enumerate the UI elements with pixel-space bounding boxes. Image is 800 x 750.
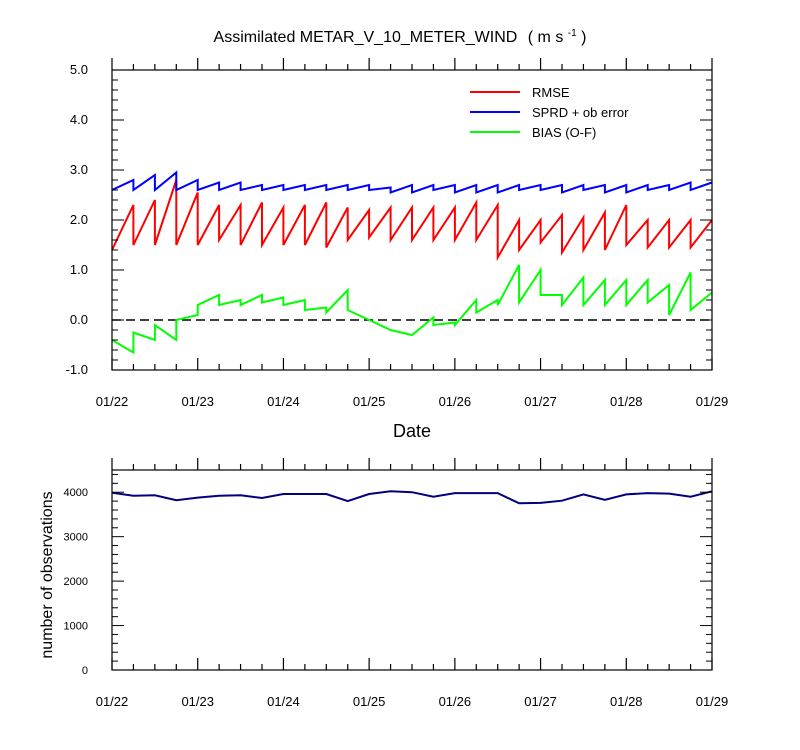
series-line-sprd-ob-error [111,170,713,194]
x-tick-label: 01/29 [696,694,729,709]
y-tick-label: 4.0 [70,112,88,127]
y-tick-label: -1.0 [66,362,88,377]
legend-label: BIAS (O-F) [532,125,596,140]
legend: RMSE SPRD + ob error BIAS (O-F) [470,85,629,140]
chart-title: Assimilated METAR_V_10_METER_WIND ( m s … [214,23,587,46]
y-tick-label: 5.0 [70,62,88,77]
x-tick-label: 01/26 [439,394,472,409]
x-tick-label: 01/23 [181,394,214,409]
series-line-number-of-observations [111,490,713,505]
x-tick-label: 01/25 [353,394,386,409]
observations-plot-tick-labels: 01/22 01/23 01/24 01/25 01/26 01/27 01/28 01/29… [64,487,729,709]
y-tick-label: 3.0 [70,162,88,177]
main-plot-marks [111,170,713,355]
x-tick-label: 01/28 [610,394,643,409]
chart-title-units: ( m s [528,29,564,46]
observations-plot-ticks [111,458,713,671]
y-tick-label: 3000 [64,532,88,544]
y-tick-label: 1.0 [70,262,88,277]
observations-plot-frame [111,469,713,671]
x-tick-label: 01/26 [439,694,472,709]
x-tick-label: 01/22 [96,694,129,709]
y-tick-label: 0 [82,665,88,677]
x-tick-label: 01/27 [524,694,557,709]
chart-title-units-end: ) [581,29,586,46]
chart-title-units-exponent: -1 [568,28,577,39]
x-tick-label: 01/29 [696,394,729,409]
x-tick-label: 01/28 [610,694,643,709]
x-tick-label: 01/24 [267,394,300,409]
y-tick-label: 1000 [64,621,88,633]
observations-plot: 01/22 01/23 01/24 01/25 01/26 01/27 01/28 01/29… [64,458,729,709]
chart-title-main: Assimilated METAR_V_10_METER_WIND [214,29,518,46]
observations-plot-marks [111,490,713,505]
y-axis-label-observations: number of observations [39,491,56,658]
series-line-rmse [111,179,713,262]
series-line-bias-o-f [111,264,713,355]
legend-label: SPRD + ob error [532,105,629,120]
y-tick-label: 2000 [64,576,88,588]
y-tick-label: 2.0 [70,212,88,227]
legend-label: RMSE [532,85,570,100]
y-tick-label: 0.0 [70,312,88,327]
main-plot-ticks [111,58,713,371]
x-axis-label: Date [393,421,431,441]
y-tick-label: 4000 [64,487,88,499]
x-tick-label: 01/24 [267,694,300,709]
x-tick-label: 01/25 [353,694,386,709]
x-tick-label: 01/22 [96,394,129,409]
x-tick-label: 01/27 [524,394,557,409]
x-tick-label: 01/23 [181,694,214,709]
main-plot: 01/22 01/23 01/24 01/25 01/26 01/27 01/28 01/29… [66,58,729,409]
main-plot-tick-labels: 01/22 01/23 01/24 01/25 01/26 01/27 01/28 01/29… [66,62,729,409]
